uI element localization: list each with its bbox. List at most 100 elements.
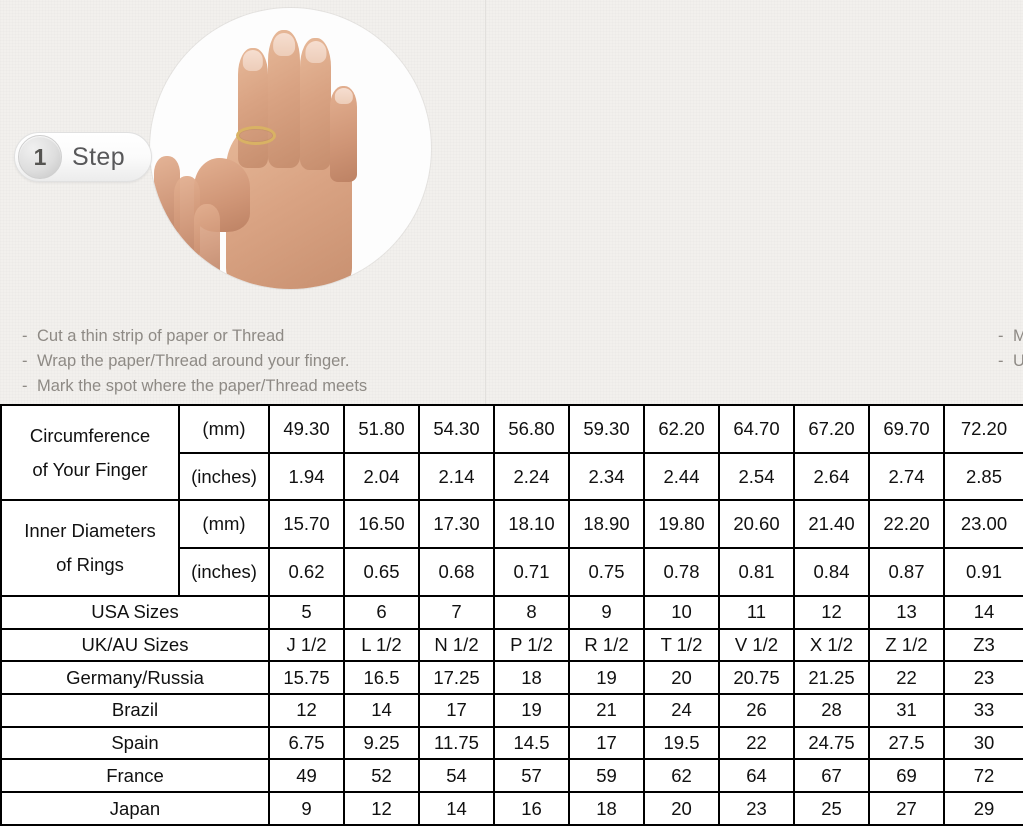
instruction-line: - Cut a thin strip of paper or Thread <box>22 327 285 345</box>
table-cell: 2.34 <box>568 451 645 502</box>
table-cell: 52 <box>343 758 420 794</box>
table-cell: 31 <box>868 693 945 728</box>
table-cell: 22 <box>718 725 795 761</box>
step-1-panel: 1 Step - Cut a thin strip of paper or Thr… <box>0 0 485 404</box>
table-cell: 10 <box>643 594 720 630</box>
table-row: (inches) 1.94 2.04 2.14 2.24 2.34 2.44 2.54 2.64… <box>1 451 1023 502</box>
table-cell: 0.68 <box>418 547 495 597</box>
table-cell: 16.5 <box>343 660 420 696</box>
table-cell: 0.81 <box>718 547 795 597</box>
step-1-label: Step <box>72 142 126 171</box>
table-cell: 26 <box>718 693 795 728</box>
row-label: USA Sizes <box>0 594 270 630</box>
table-cell: 16.50 <box>343 499 420 550</box>
table-cell: 0.75 <box>568 547 645 597</box>
table-cell: 9 <box>268 791 345 826</box>
row-label: Spain <box>0 725 270 761</box>
step-2-panel: 1 2 3 2 Step -Measure the length of the … <box>486 0 1023 404</box>
table-cell: 17.30 <box>418 499 495 550</box>
table-cell: 9.25 <box>343 725 420 761</box>
instruction-text: Cut a thin strip of paper or Thread <box>37 327 285 345</box>
table-cell: 2.85 <box>943 451 1023 502</box>
table-cell: X 1/2 <box>793 627 870 663</box>
table-cell: 19 <box>493 693 570 728</box>
fingernail-icon <box>273 32 295 57</box>
instruction-line: - Mark the spot where the paper/Thread me… <box>22 377 368 395</box>
ring-size-table: Circumference of Your Finger (mm) 49.30 51.8… <box>0 403 1023 826</box>
table-cell: 14 <box>418 791 495 826</box>
table-cell: 11 <box>718 594 795 630</box>
table-cell: 2.24 <box>493 451 570 502</box>
table-cell: 0.87 <box>868 547 945 597</box>
table-cell: 13 <box>868 594 945 630</box>
table-cell: 28 <box>793 693 870 728</box>
table-cell: 62.20 <box>643 404 720 454</box>
row-unit: (mm) <box>178 499 270 550</box>
instruction-line: -Use the following chart to determine yo… <box>998 349 1023 374</box>
table-cell: 54.30 <box>418 404 495 454</box>
table-cell: 18 <box>568 791 645 826</box>
row-label: Germany/Russia <box>0 660 270 696</box>
table-cell: R 1/2 <box>568 627 645 663</box>
fingernail-icon <box>242 50 264 71</box>
hand-illustration <box>150 8 431 289</box>
table-cell: 2.14 <box>418 451 495 502</box>
table-cell: 17 <box>568 725 645 761</box>
table-cell: 19.5 <box>643 725 720 761</box>
table-cell: 5 <box>268 594 345 630</box>
step-2-instructions: -Measure the length of the thread with y… <box>998 324 1023 374</box>
table-row: Circumference of Your Finger (mm) 49.30 51.8… <box>0 403 1023 502</box>
table-cell: P 1/2 <box>493 627 570 663</box>
table-cell: 0.65 <box>343 547 420 597</box>
table-cell: Z 1/2 <box>868 627 945 663</box>
instruction-text: Measure the length of the thread with yo… <box>1013 327 1023 345</box>
table-cell: 0.78 <box>643 547 720 597</box>
panel-divider <box>485 0 486 404</box>
table-row: USA Sizes 5 6 7 8 9 10 11 12 13 14 <box>0 594 1023 630</box>
table-cell: 59 <box>568 758 645 794</box>
row-label: Inner Diameters of Rings <box>0 499 180 597</box>
table-row: Germany/Russia 15.75 16.5 17.25 18 19 20 20.75 2… <box>0 660 1023 696</box>
table-cell: 18 <box>493 660 570 696</box>
table-cell: J 1/2 <box>268 627 345 663</box>
table-row: Brazil 12 14 17 19 21 24 26 28 31 33 <box>0 693 1023 728</box>
table-cell: 18.90 <box>568 499 645 550</box>
table-cell: 22.20 <box>868 499 945 550</box>
table-cell: V 1/2 <box>718 627 795 663</box>
table-cell: 15.75 <box>268 660 345 696</box>
table-cell: 22 <box>868 660 945 696</box>
table-cell: 6 <box>343 594 420 630</box>
table-cell: 64 <box>718 758 795 794</box>
row-label: France <box>0 758 270 794</box>
table-cell: 69.70 <box>868 404 945 454</box>
table-cell: 23.00 <box>943 499 1023 550</box>
table-cell: L 1/2 <box>343 627 420 663</box>
table-cell: 18.10 <box>493 499 570 550</box>
table-cell: 2.04 <box>343 451 420 502</box>
table-cell: 0.71 <box>493 547 570 597</box>
table-cell: 72.20 <box>943 404 1023 454</box>
instruction-line: -Measure the length of the thread with y… <box>998 324 1023 349</box>
row-label: Brazil <box>0 693 270 728</box>
table-cell: 72 <box>943 758 1023 794</box>
fingernail-icon <box>334 87 353 105</box>
table-cell: 8 <box>493 594 570 630</box>
table-cell: 19.80 <box>643 499 720 550</box>
table-cell: 20.60 <box>718 499 795 550</box>
ring-size-chart: Circumference of Your Finger (mm) 49.30 51.8… <box>0 403 1023 826</box>
table-cell: 1.94 <box>268 451 345 502</box>
table-cell: 24 <box>643 693 720 728</box>
table-cell: N 1/2 <box>418 627 495 663</box>
row-label: UK/AU Sizes <box>0 627 270 663</box>
table-cell: 20.75 <box>718 660 795 696</box>
table-cell: 0.84 <box>793 547 870 597</box>
steps-section: 1 Step - Cut a thin strip of paper or Thr… <box>0 0 1023 404</box>
table-cell: 49.30 <box>268 404 345 454</box>
table-row: France 49 52 54 57 59 62 64 67 69 72 <box>0 758 1023 794</box>
fingernail-icon <box>304 40 327 64</box>
table-cell: Z3 <box>943 627 1023 663</box>
table-cell: 9 <box>568 594 645 630</box>
table-cell: 14 <box>343 693 420 728</box>
table-cell: 17.25 <box>418 660 495 696</box>
table-cell: 69 <box>868 758 945 794</box>
